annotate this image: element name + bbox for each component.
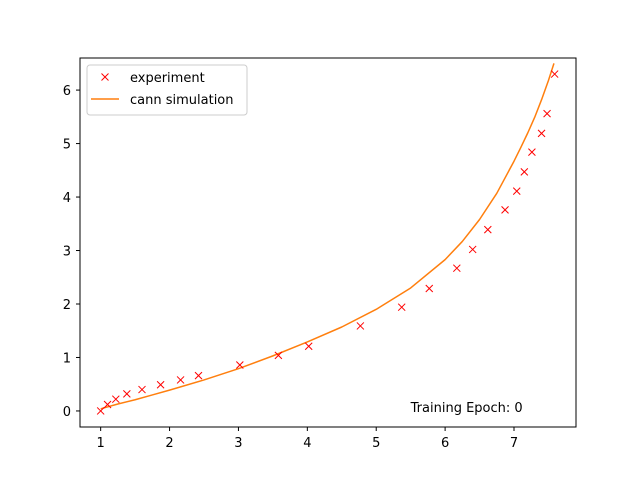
data-point-stroke (520, 168, 529, 176)
data-point-stroke (425, 284, 434, 293)
annotations: Training Epoch: 0 (410, 401, 523, 416)
data-point-stroke (397, 303, 406, 312)
data-point (274, 351, 283, 360)
data-point-stroke (550, 70, 559, 78)
data-point (111, 395, 120, 404)
data-point-stroke (138, 385, 146, 394)
data-point (528, 148, 536, 156)
y-tick-label: 5 (63, 138, 71, 153)
data-point (452, 264, 461, 273)
data-point-stroke (103, 400, 112, 409)
legend-marker-stroke (101, 73, 109, 81)
data-point-stroke (452, 264, 461, 273)
annotation-text: Training Epoch: 0 (410, 401, 523, 416)
data-point-stroke (96, 407, 105, 415)
data-point (468, 245, 477, 254)
data-point-stroke (528, 148, 536, 156)
data-point-stroke (156, 380, 165, 389)
data-point (96, 407, 105, 415)
y-tick-label: 4 (63, 191, 71, 206)
data-point-stroke (194, 371, 203, 380)
plot-area (79, 57, 577, 428)
data-point (156, 380, 165, 389)
x-tick-label: 1 (97, 436, 105, 451)
data-point-stroke (274, 351, 283, 360)
data-point-stroke (468, 245, 477, 254)
legend-label-0: experiment (130, 71, 205, 86)
data-point-stroke (176, 376, 185, 384)
data-point (103, 400, 112, 409)
y-tick-label: 3 (63, 245, 71, 260)
data-point (512, 187, 521, 196)
data-point (122, 389, 131, 398)
data-point (483, 225, 492, 234)
legend: experiment cann simulation (86, 64, 248, 116)
x-tick-label: 3 (234, 436, 242, 451)
data-point-stroke (537, 129, 546, 138)
plot-frame (79, 57, 577, 428)
data-point (138, 385, 146, 394)
data-point (550, 70, 559, 78)
data-point (235, 361, 244, 369)
data-point-stroke (543, 109, 551, 118)
x-tick-label: 6 (441, 436, 449, 451)
legend-box (86, 64, 248, 116)
y-tick-label: 1 (63, 351, 71, 366)
y-axis: 0 1 2 3 4 5 6 (63, 84, 80, 420)
series-line-1 (100, 63, 555, 410)
data-point (543, 109, 551, 118)
data-point-stroke (356, 322, 365, 330)
data-point (501, 206, 509, 214)
x-tick-label: 4 (303, 436, 311, 451)
data-point (425, 284, 434, 293)
data-point (304, 342, 313, 351)
data-point (520, 168, 529, 176)
data-point (537, 129, 546, 138)
data-point-stroke (235, 361, 244, 369)
data-point-stroke (512, 187, 521, 196)
data-point (176, 376, 185, 384)
y-tick-label: 0 (63, 405, 71, 420)
data-point-stroke (304, 342, 313, 351)
legend-label-1: cann simulation (130, 93, 234, 108)
data-point (397, 303, 406, 312)
data-point (356, 322, 365, 330)
data-point-stroke (501, 206, 509, 214)
x-tick-label: 2 (165, 436, 173, 451)
x-axis: 1 2 3 4 5 6 7 (97, 427, 518, 451)
data-point-stroke (111, 395, 120, 404)
data-point-stroke (122, 389, 131, 398)
x-tick-label: 7 (510, 436, 518, 451)
y-tick-label: 2 (63, 298, 71, 313)
legend-marker-0 (101, 73, 109, 81)
data-point (194, 371, 203, 380)
x-tick-label: 5 (372, 436, 380, 451)
y-tick-label: 6 (63, 84, 71, 99)
data-point-stroke (483, 225, 492, 234)
